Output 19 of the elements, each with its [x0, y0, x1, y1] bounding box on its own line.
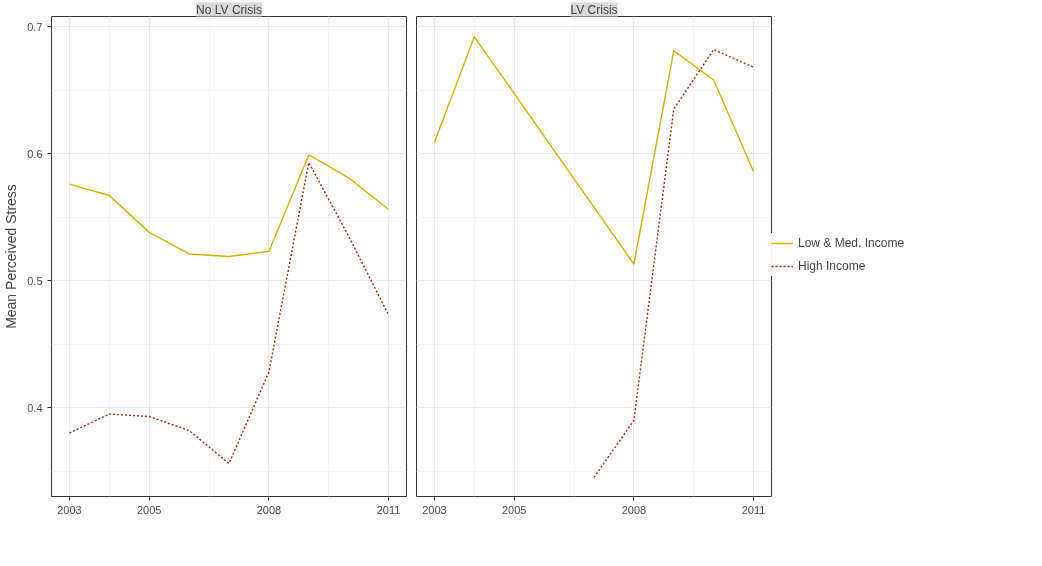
x-tick-label: 2003	[422, 503, 447, 516]
line-series	[68, 161, 390, 465]
x-tick-label: 2011	[741, 503, 766, 516]
y-axis-title: Mean Perceived Stress	[3, 184, 20, 329]
y-tick-label: 0.7	[27, 20, 43, 33]
y-tick-label: 0.5	[27, 274, 43, 287]
chart-title: LV Crisis	[570, 2, 618, 17]
x-tick-label: 2008	[256, 503, 282, 516]
legend-label: Low & Med. Income	[798, 236, 905, 250]
y-tick-label: 0.4	[27, 401, 43, 414]
legend-label: High Income	[798, 259, 866, 273]
x-tick-label: 2003	[57, 503, 82, 516]
x-tick-label: 2011	[376, 503, 401, 516]
chart-title: No LV Crisis	[196, 2, 262, 17]
x-tick-label: 2005	[136, 503, 162, 516]
y-tick-label: 0.6	[27, 147, 43, 160]
line-series	[68, 154, 390, 258]
x-tick-label: 2008	[621, 503, 647, 516]
x-tick-label: 2005	[501, 503, 527, 516]
